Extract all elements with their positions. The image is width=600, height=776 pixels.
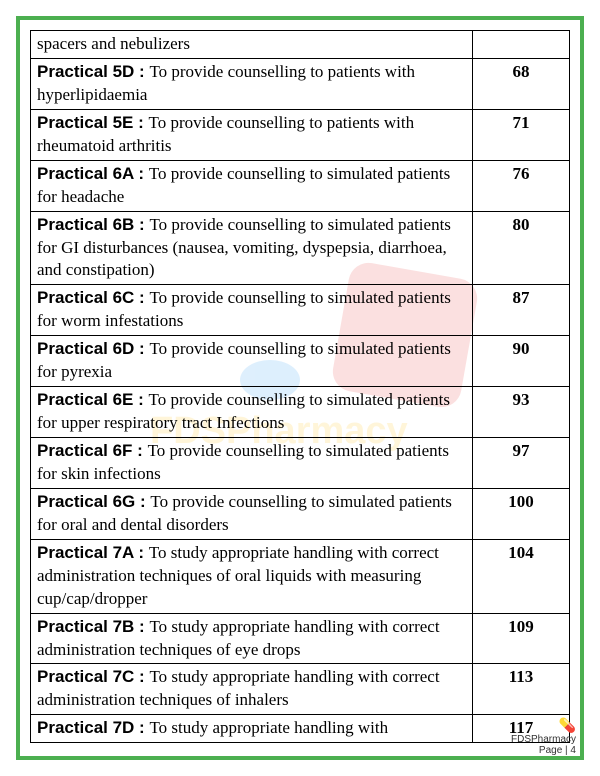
desc-cell: Practical 7C : To study appropriate hand…: [31, 664, 473, 715]
practical-label: Practical 6C :: [37, 288, 149, 307]
table-row: spacers and nebulizers: [31, 31, 570, 59]
table-row: Practical 6D : To provide counselling to…: [31, 336, 570, 387]
desc-cell: Practical 6C : To provide counselling to…: [31, 285, 473, 336]
table-row: Practical 6G : To provide counselling to…: [31, 488, 570, 539]
desc-cell: Practical 7D : To study appropriate hand…: [31, 715, 473, 743]
desc-cell: Practical 6G : To provide counselling to…: [31, 488, 473, 539]
table-row: Practical 5E : To provide counselling to…: [31, 109, 570, 160]
page-cell: 68: [472, 58, 569, 109]
practical-label: Practical 6B :: [37, 215, 149, 234]
practical-label: Practical 7D :: [37, 718, 149, 737]
row-text: spacers and nebulizers: [37, 34, 190, 53]
footer-page-label: Page | 4: [511, 745, 576, 756]
table-row: Practical 6E : To provide counselling to…: [31, 387, 570, 438]
page-cell: 109: [472, 613, 569, 664]
desc-cell: Practical 7A : To study appropriate hand…: [31, 539, 473, 613]
page-cell: 100: [472, 488, 569, 539]
table-row: Practical 6F : To provide counselling to…: [31, 438, 570, 489]
table-row: Practical 7D : To study appropriate hand…: [31, 715, 570, 743]
page-cell: 113: [472, 664, 569, 715]
desc-cell: Practical 5D : To provide counselling to…: [31, 58, 473, 109]
pill-icon: 💊: [511, 717, 576, 734]
desc-cell: Practical 6B : To provide counselling to…: [31, 211, 473, 285]
table-row: Practical 7B : To study appropriate hand…: [31, 613, 570, 664]
page-footer: 💊 FDSPharmacy Page | 4: [511, 717, 576, 756]
table-row: Practical 6B : To provide counselling to…: [31, 211, 570, 285]
practical-label: Practical 7A :: [37, 543, 149, 562]
desc-cell: Practical 6F : To provide counselling to…: [31, 438, 473, 489]
desc-cell: Practical 5E : To provide counselling to…: [31, 109, 473, 160]
table-row: Practical 6A : To provide counselling to…: [31, 160, 570, 211]
page-cell: 97: [472, 438, 569, 489]
practical-label: Practical 6D :: [37, 339, 149, 358]
contents-table: spacers and nebulizers Practical 5D : To…: [30, 30, 570, 743]
table-row: Practical 5D : To provide counselling to…: [31, 58, 570, 109]
footer-brand: FDSPharmacy: [511, 734, 576, 745]
desc-cell: Practical 6E : To provide counselling to…: [31, 387, 473, 438]
page-cell: 76: [472, 160, 569, 211]
practical-label: Practical 6G :: [37, 492, 150, 511]
desc-cell: Practical 6A : To provide counselling to…: [31, 160, 473, 211]
desc-cell: Practical 6D : To provide counselling to…: [31, 336, 473, 387]
page-cell: 71: [472, 109, 569, 160]
practical-label: Practical 5D :: [37, 62, 149, 81]
page-cell: 90: [472, 336, 569, 387]
practical-label: Practical 6A :: [37, 164, 149, 183]
desc-cell: spacers and nebulizers: [31, 31, 473, 59]
practical-label: Practical 6E :: [37, 390, 149, 409]
practical-label: Practical 5E :: [37, 113, 149, 132]
desc-cell: Practical 7B : To study appropriate hand…: [31, 613, 473, 664]
table-row: Practical 7C : To study appropriate hand…: [31, 664, 570, 715]
table-row: Practical 6C : To provide counselling to…: [31, 285, 570, 336]
practical-label: Practical 7C :: [37, 667, 149, 686]
table-row: Practical 7A : To study appropriate hand…: [31, 539, 570, 613]
page-cell: 80: [472, 211, 569, 285]
page-border: FDSPharmacy spacers and nebulizers Pract…: [16, 16, 584, 760]
practical-label: Practical 6F :: [37, 441, 148, 460]
page-cell: [472, 31, 569, 59]
page-cell: 87: [472, 285, 569, 336]
practical-label: Practical 7B :: [37, 617, 149, 636]
page-cell: 93: [472, 387, 569, 438]
page-cell: 104: [472, 539, 569, 613]
row-text: To study appropriate handling with: [149, 718, 388, 737]
